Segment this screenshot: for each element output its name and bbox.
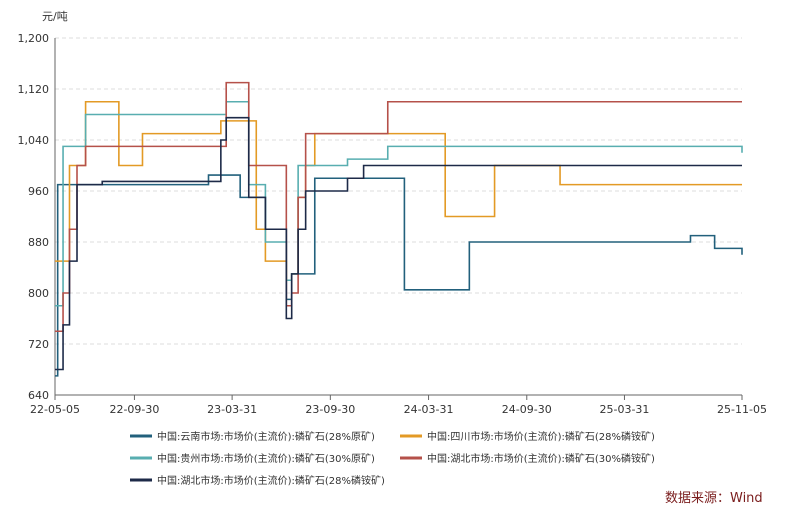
x-tick-label: 24-03-31 xyxy=(404,403,454,416)
source: 数据来源：Wind xyxy=(665,491,763,506)
x-tick-label: 23-09-30 xyxy=(305,403,355,416)
y-tick-label: 800 xyxy=(28,287,49,300)
x-tick-label: 22-05-05 xyxy=(30,403,80,416)
y-tick-label: 960 xyxy=(28,185,49,198)
legend-label: 中国:四川市场:市场价(主流价):磷矿石(28%磷铵矿) xyxy=(427,430,655,443)
unit-label: 元/吨 xyxy=(42,10,68,23)
y-tick-label: 880 xyxy=(28,236,49,249)
legend-label: 中国:贵州市场:市场价(主流价):磷矿石(30%原矿) xyxy=(157,452,375,465)
y-tick-label: 720 xyxy=(28,338,49,351)
y-tick-label: 1,120 xyxy=(18,83,50,96)
y-tick-label: 1,040 xyxy=(18,134,50,147)
x-tick-label: 24-09-30 xyxy=(502,403,552,416)
y-tick-label: 1,200 xyxy=(18,32,50,45)
x-tick-label: 22-09-30 xyxy=(109,403,159,416)
legend-label: 中国:湖北市场:市场价(主流价):磷矿石(28%磷铵矿) xyxy=(157,474,385,487)
series-line xyxy=(55,81,742,333)
series-line xyxy=(55,116,742,371)
x-tick-label: 25-11-05 xyxy=(717,403,767,416)
y-tick-label: 640 xyxy=(28,389,49,402)
legend-label: 中国:湖北市场:市场价(主流价):磷矿石(30%磷铵矿) xyxy=(427,452,655,465)
legend-label: 中国:云南市场:市场价(主流价):磷矿石(28%原矿) xyxy=(157,430,375,443)
x-tick-label: 23-03-31 xyxy=(207,403,257,416)
x-tick-label: 25-03-31 xyxy=(599,403,649,416)
